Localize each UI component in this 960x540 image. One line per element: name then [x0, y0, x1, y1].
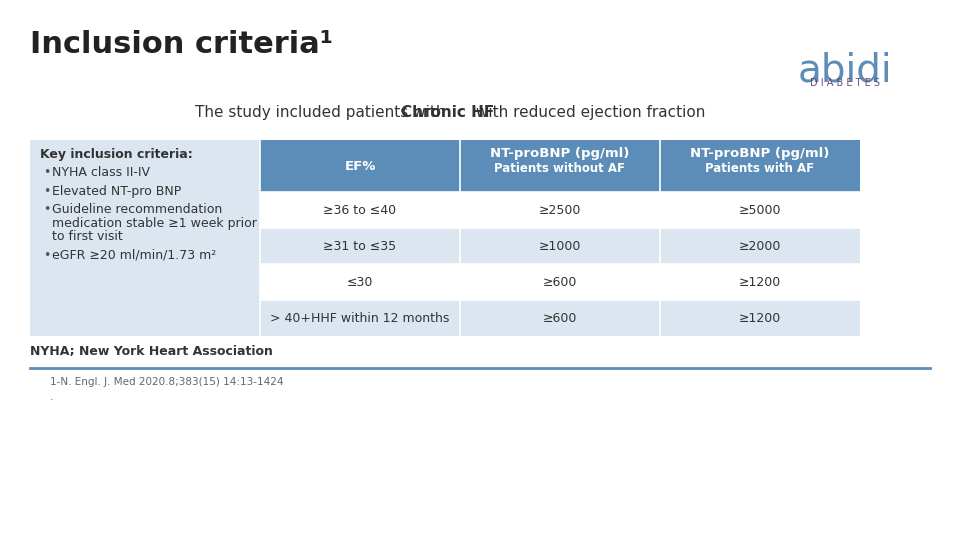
- Bar: [660, 228, 860, 264]
- Text: > 40+HHF within 12 months: > 40+HHF within 12 months: [271, 312, 449, 325]
- Text: Key inclusion criteria:: Key inclusion criteria:: [40, 148, 193, 161]
- Bar: [30, 140, 260, 336]
- Text: with reduced ejection fraction: with reduced ejection fraction: [471, 105, 706, 120]
- Text: Inclusion criteria¹: Inclusion criteria¹: [30, 30, 333, 59]
- Text: •: •: [43, 248, 50, 261]
- Text: to first visit: to first visit: [52, 230, 123, 243]
- Text: NYHA class II-IV: NYHA class II-IV: [52, 166, 150, 179]
- Text: D I A B E T E S: D I A B E T E S: [810, 78, 880, 88]
- Bar: [660, 264, 860, 300]
- Text: ≥1200: ≥1200: [739, 275, 781, 288]
- Text: ≥600: ≥600: [542, 312, 577, 325]
- Text: ≥1000: ≥1000: [539, 240, 581, 253]
- Text: ≥600: ≥600: [542, 275, 577, 288]
- Text: Chronic HF: Chronic HF: [401, 105, 494, 120]
- Text: ≥36 to ≤40: ≥36 to ≤40: [324, 204, 396, 217]
- Text: .: .: [50, 392, 54, 402]
- Bar: [260, 192, 460, 228]
- Text: ≥31 to ≤35: ≥31 to ≤35: [324, 240, 396, 253]
- Text: EF%: EF%: [345, 159, 375, 172]
- Text: Patients with AF: Patients with AF: [706, 163, 815, 176]
- Text: ≥2000: ≥2000: [739, 240, 781, 253]
- Bar: [660, 140, 860, 192]
- Text: NT-proBNP (pg/ml): NT-proBNP (pg/ml): [491, 146, 630, 159]
- Text: Elevated NT-pro BNP: Elevated NT-pro BNP: [52, 185, 181, 198]
- Text: Guideline recommendation: Guideline recommendation: [52, 203, 223, 216]
- Text: •: •: [43, 185, 50, 198]
- Text: NYHA; New York Heart Association: NYHA; New York Heart Association: [30, 345, 273, 358]
- Text: Patients without AF: Patients without AF: [494, 163, 626, 176]
- Bar: [260, 228, 460, 264]
- Text: ≥2500: ≥2500: [539, 204, 581, 217]
- Bar: [660, 300, 860, 336]
- Bar: [660, 192, 860, 228]
- Text: ≥1200: ≥1200: [739, 312, 781, 325]
- Text: •: •: [43, 166, 50, 179]
- Text: eGFR ≥20 ml/min/1.73 m²: eGFR ≥20 ml/min/1.73 m²: [52, 248, 216, 261]
- Bar: [260, 264, 460, 300]
- Text: ≤30: ≤30: [347, 275, 373, 288]
- Bar: [460, 192, 660, 228]
- Text: NT-proBNP (pg/ml): NT-proBNP (pg/ml): [690, 146, 829, 159]
- Bar: [460, 140, 660, 192]
- Text: 1-N. Engl. J. Med 2020.8;383(15) 14:13-1424: 1-N. Engl. J. Med 2020.8;383(15) 14:13-1…: [50, 377, 283, 387]
- Bar: [260, 140, 460, 192]
- Bar: [460, 300, 660, 336]
- Text: The study included patients with: The study included patients with: [195, 105, 450, 120]
- Text: medication stable ≥1 week prior: medication stable ≥1 week prior: [52, 217, 257, 230]
- Text: •: •: [43, 203, 50, 216]
- Text: abidi: abidi: [798, 52, 892, 90]
- Bar: [260, 300, 460, 336]
- Bar: [460, 264, 660, 300]
- Text: ≥5000: ≥5000: [739, 204, 781, 217]
- Bar: [460, 228, 660, 264]
